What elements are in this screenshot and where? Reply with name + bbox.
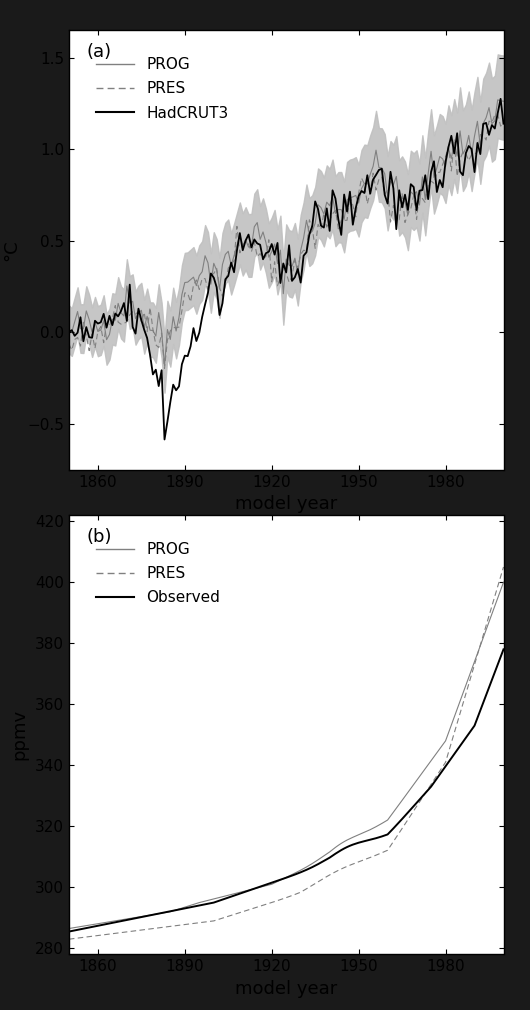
Line: HadCRUT3: HadCRUT3: [69, 99, 504, 439]
Observed: [277, 874, 284, 886]
PRES: [370, 850, 376, 863]
Line: PROG: PROG: [69, 100, 504, 366]
PROG: [498, 95, 504, 107]
PRES: [500, 561, 507, 573]
PRES: [344, 214, 350, 226]
HadCRUT3: [494, 107, 501, 119]
Text: (a): (a): [86, 43, 111, 62]
HadCRUT3: [161, 433, 167, 445]
PRES: [341, 862, 347, 874]
PRES: [500, 117, 507, 129]
PROG: [494, 94, 501, 106]
PROG: [373, 144, 379, 157]
HadCRUT3: [344, 205, 350, 217]
PRES: [219, 912, 226, 924]
PROG: [500, 95, 507, 107]
Observed: [341, 842, 347, 854]
PROG: [492, 600, 498, 612]
Line: PRES: PRES: [69, 114, 504, 369]
PRES: [373, 184, 379, 196]
PRES: [494, 108, 501, 120]
PRES: [280, 258, 287, 270]
X-axis label: model year: model year: [235, 495, 337, 513]
Observed: [329, 849, 335, 862]
Legend: PROG, PRES, Observed: PROG, PRES, Observed: [90, 536, 226, 611]
PROG: [329, 843, 335, 855]
PROG: [370, 822, 376, 834]
PROG: [332, 207, 339, 219]
PRES: [332, 204, 339, 216]
Line: Observed: Observed: [69, 649, 504, 931]
PRES: [66, 338, 72, 350]
PRES: [66, 933, 72, 945]
HadCRUT3: [222, 274, 228, 286]
Observed: [219, 894, 226, 906]
Y-axis label: °C: °C: [2, 239, 20, 261]
Observed: [500, 643, 507, 655]
PRES: [222, 280, 228, 292]
Legend: PROG, PRES, HadCRUT3: PROG, PRES, HadCRUT3: [90, 52, 234, 126]
PRES: [492, 590, 498, 602]
PRES: [161, 363, 167, 375]
HadCRUT3: [498, 93, 504, 105]
PROG: [280, 288, 287, 300]
HadCRUT3: [332, 193, 339, 205]
PROG: [500, 576, 507, 588]
PRES: [498, 120, 504, 132]
Y-axis label: ppmv: ppmv: [10, 709, 28, 761]
PROG: [344, 194, 350, 206]
HadCRUT3: [500, 117, 507, 129]
Observed: [370, 833, 376, 845]
Line: PROG: PROG: [69, 582, 504, 928]
PROG: [341, 835, 347, 847]
Line: PRES: PRES: [69, 567, 504, 939]
HadCRUT3: [280, 258, 287, 270]
HadCRUT3: [373, 169, 379, 181]
PRES: [277, 894, 284, 906]
PROG: [161, 360, 167, 372]
PROG: [222, 248, 228, 261]
Text: (b): (b): [86, 528, 112, 546]
PROG: [277, 874, 284, 886]
PROG: [219, 891, 226, 903]
PROG: [66, 323, 72, 335]
HadCRUT3: [66, 326, 72, 338]
PRES: [329, 868, 335, 880]
Observed: [492, 667, 498, 679]
PROG: [66, 922, 72, 934]
X-axis label: model year: model year: [235, 980, 337, 998]
Observed: [66, 925, 72, 937]
